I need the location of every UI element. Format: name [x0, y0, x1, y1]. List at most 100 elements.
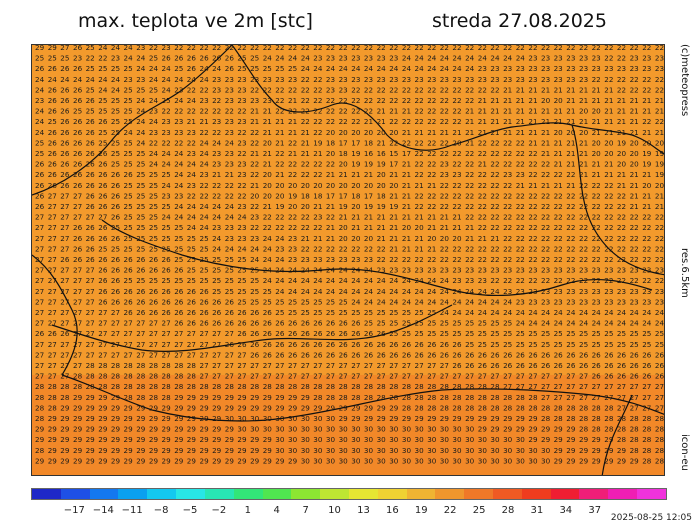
grid-value: 23: [592, 297, 601, 306]
grid-value: 22: [263, 85, 272, 94]
grid-value: 22: [554, 244, 563, 253]
grid-value: 22: [364, 107, 373, 116]
grid-value: 21: [288, 96, 297, 105]
grid-value: 24: [377, 276, 387, 285]
grid-value: 23: [516, 287, 525, 296]
grid-value: 21: [566, 149, 575, 158]
grid-value: 20: [655, 138, 665, 147]
grid-value: 24: [452, 54, 462, 63]
grid-value: 26: [541, 361, 551, 370]
grid-value: 26: [73, 96, 83, 105]
grid-value: 21: [617, 170, 626, 179]
grid-value: 22: [642, 255, 651, 264]
grid-value: 22: [427, 149, 436, 158]
grid-value: 22: [478, 138, 487, 147]
grid-value: 26: [351, 319, 361, 328]
grid-value: 23: [630, 64, 639, 73]
grid-value: 20: [630, 149, 640, 158]
color-scale-tick-label: 34: [559, 505, 573, 516]
grid-value: 22: [351, 107, 360, 116]
grid-value: 29: [528, 425, 538, 434]
grid-value: 21: [566, 160, 575, 169]
map-title: max. teplota ve 2m [stc]: [78, 10, 313, 32]
grid-value: 29: [60, 414, 70, 423]
grid-value: 30: [503, 435, 513, 444]
grid-value: 24: [187, 223, 197, 232]
grid-value: 27: [566, 393, 575, 402]
grid-value: 26: [465, 361, 475, 370]
grid-value: 26: [48, 149, 58, 158]
grid-value: 24: [326, 266, 336, 275]
grid-value: 21: [541, 181, 550, 190]
grid-value: 24: [212, 64, 222, 73]
grid-value: 26: [86, 255, 96, 264]
grid-value: 27: [60, 213, 69, 222]
grid-value: 30: [263, 425, 273, 434]
grid-value: 23: [528, 64, 537, 73]
grid-value: 22: [541, 191, 550, 200]
grid-value: 24: [187, 202, 197, 211]
grid-value: 29: [212, 435, 222, 444]
grid-value: 30: [339, 425, 349, 434]
grid-value: 22: [478, 191, 487, 200]
grid-value: 25: [149, 191, 158, 200]
grid-value: 22: [415, 85, 424, 94]
grid-value: 24: [162, 149, 172, 158]
grid-value: 28: [364, 393, 374, 402]
grid-value: 22: [630, 255, 639, 264]
grid-value: 22: [541, 255, 550, 264]
border-west: [32, 254, 78, 376]
grid-value: 24: [162, 75, 172, 84]
grid-value: 22: [415, 107, 424, 116]
grid-value: 30: [465, 435, 475, 444]
grid-value: 25: [225, 266, 234, 275]
grid-value: 27: [60, 287, 69, 296]
grid-value: 24: [554, 308, 564, 317]
grid-value: 26: [162, 297, 172, 306]
grid-value: 22: [402, 117, 411, 126]
grid-value: 23: [339, 75, 348, 84]
grid-value: 21: [452, 223, 461, 232]
grid-value: 21: [465, 234, 474, 243]
grid-value: 21: [516, 117, 525, 126]
grid-value: 21: [630, 128, 639, 137]
grid-value: 27: [35, 297, 44, 306]
grid-value: 27: [566, 382, 575, 391]
temperature-map[interactable]: 29 29 27 26 25 24 24 24 23 22 23 22 22 22 22 22 22 22 22 22…: [31, 44, 665, 476]
grid-value: 22: [415, 160, 424, 169]
grid-value: 22: [301, 160, 310, 169]
grid-value: 25: [237, 276, 246, 285]
grid-value: 29: [237, 403, 247, 412]
grid-value: 22: [566, 170, 575, 179]
grid-value: 29: [73, 403, 83, 412]
grid-value: 23: [478, 266, 487, 275]
grid-value: 26: [174, 297, 184, 306]
grid-value: 28: [86, 372, 96, 381]
grid-value: 29: [225, 435, 235, 444]
grid-value: 27: [60, 234, 69, 243]
grid-value: 25: [630, 329, 639, 338]
grid-value: 25: [162, 170, 171, 179]
grid-value: 27: [642, 382, 651, 391]
grid-value: 22: [149, 45, 158, 52]
grid-value: 24: [516, 319, 526, 328]
grid-value: 27: [554, 393, 563, 402]
grid-value: 26: [111, 191, 121, 200]
grid-value: 24: [200, 213, 210, 222]
grid-value: 28: [655, 414, 665, 423]
grid-value: 26: [149, 266, 159, 275]
grid-value: 29: [566, 446, 576, 455]
grid-value: 27: [516, 372, 525, 381]
grid-value: 22: [579, 213, 588, 222]
grid-value: 22: [528, 213, 537, 222]
grid-value: 27: [86, 266, 95, 275]
forecast-date: streda 27.08.2025: [432, 10, 607, 32]
grid-value: 23: [313, 54, 322, 63]
grid-value: 22: [655, 234, 664, 243]
grid-value: 22: [503, 255, 512, 264]
grid-value: 21: [263, 128, 272, 137]
grid-value: 22: [364, 96, 373, 105]
grid-value: 26: [313, 319, 323, 328]
grid-value: 23: [579, 287, 588, 296]
grid-value: 21: [389, 223, 398, 232]
